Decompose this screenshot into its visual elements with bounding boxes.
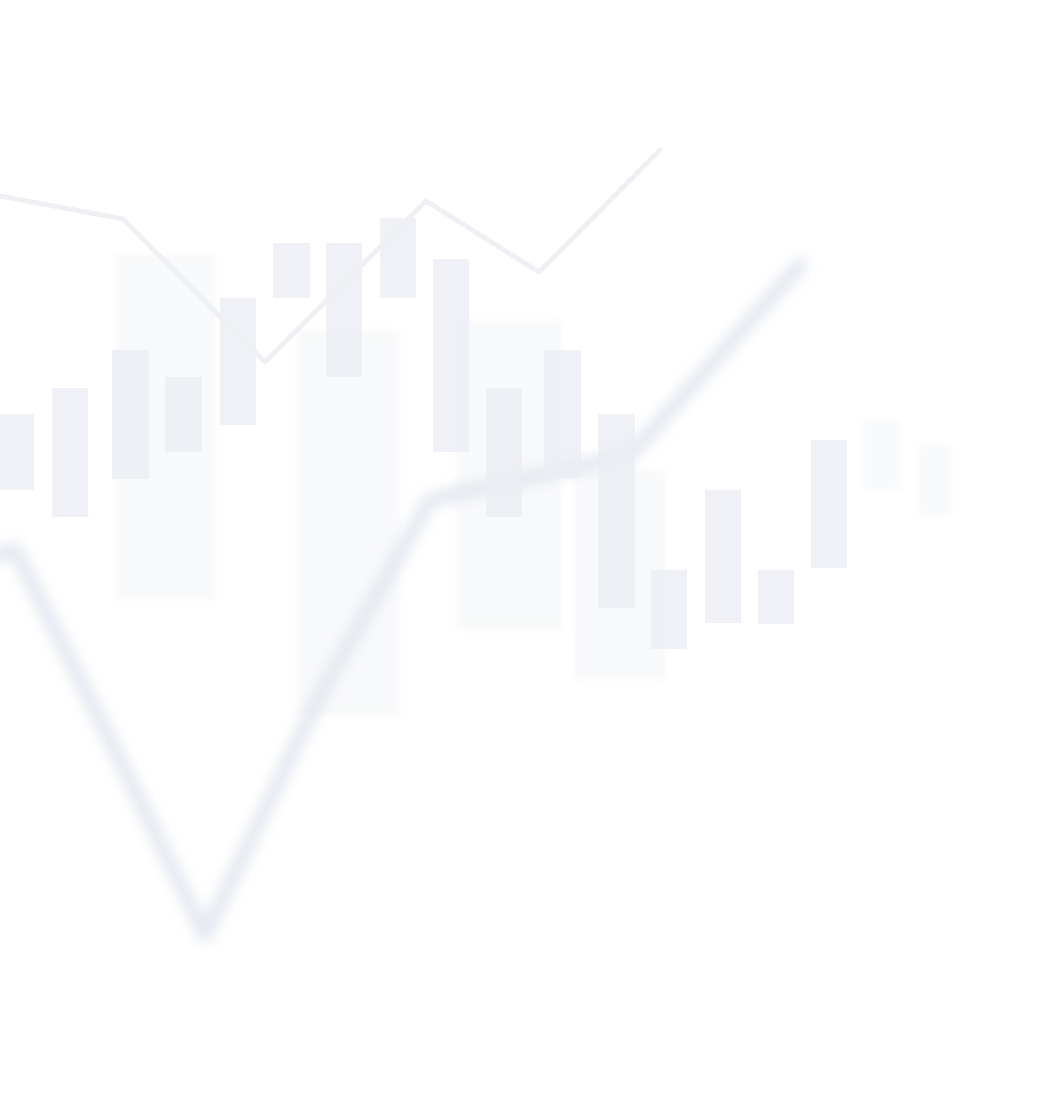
faint-candles: [864, 420, 950, 515]
candle-body: [651, 570, 687, 649]
candle-body: [811, 440, 847, 568]
candle-body: [0, 414, 34, 490]
candle-body: [326, 243, 362, 377]
candle-body: [486, 388, 522, 517]
sharp-trend-line: [0, 147, 663, 365]
faint-candle-body: [918, 445, 950, 515]
candle-body: [165, 377, 202, 452]
ghost-blocks: [115, 255, 665, 715]
candle-body: [598, 414, 635, 608]
blurred-trend-line: [0, 257, 808, 943]
faint-candle-body: [864, 420, 900, 490]
candle-body: [220, 298, 256, 425]
sharp-trend-line-path: [0, 147, 663, 365]
candle-body: [112, 350, 149, 479]
candle-body: [52, 388, 88, 517]
candle-body: [433, 259, 469, 452]
candles: [0, 218, 847, 649]
blurred-trend-line-path: [0, 257, 808, 943]
candle-body: [705, 490, 741, 623]
candle-body: [273, 243, 310, 298]
candle-body: [758, 570, 794, 624]
candle-body: [544, 350, 581, 478]
